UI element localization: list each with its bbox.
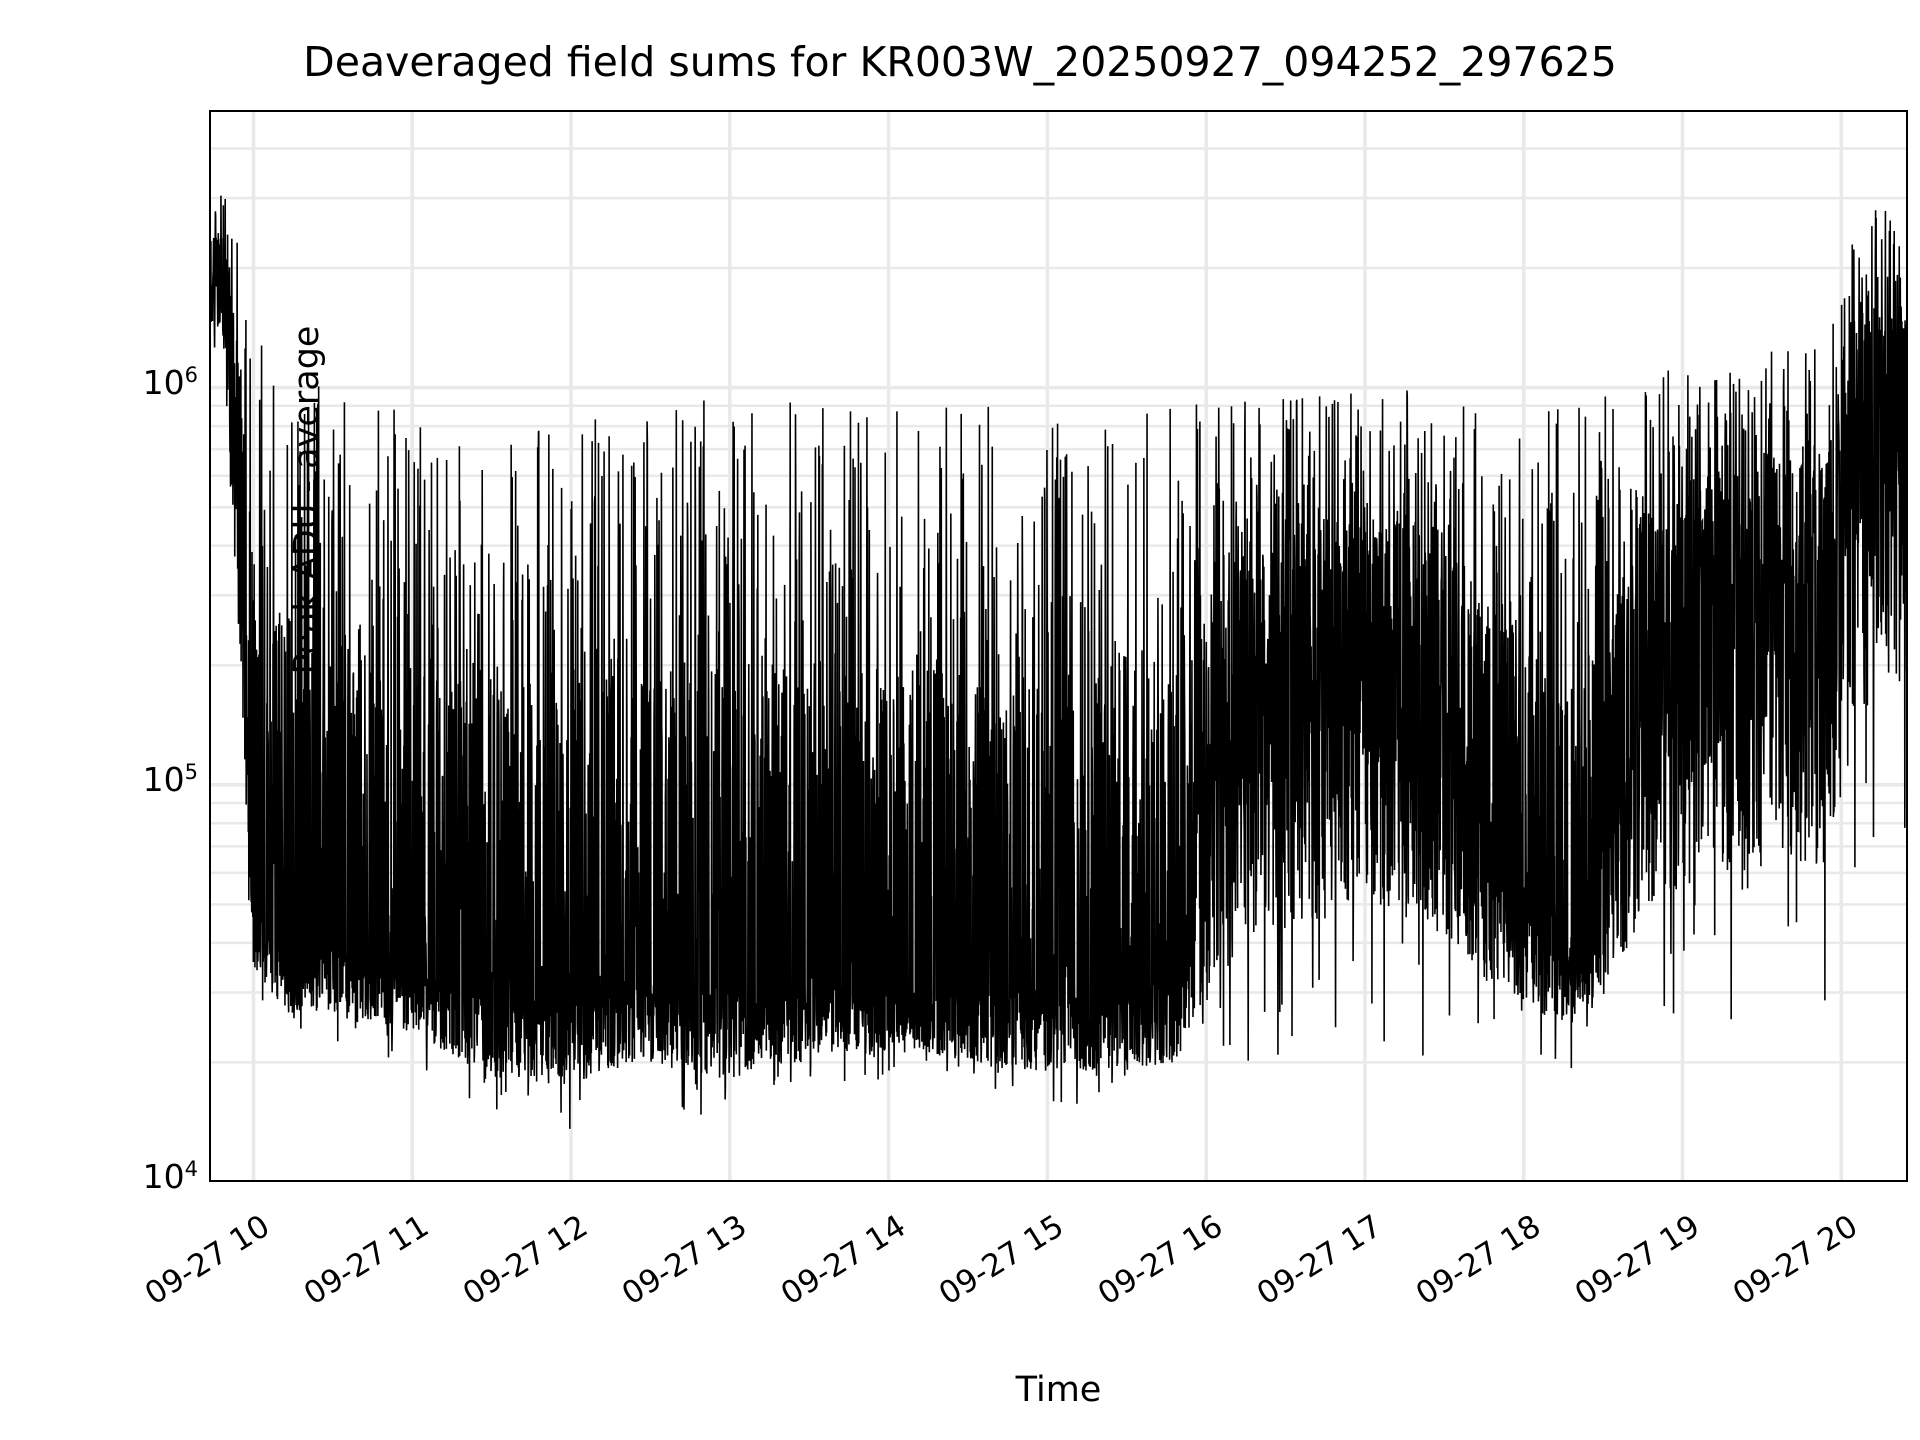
data-series-line — [209, 195, 1908, 1129]
series-path — [209, 195, 1908, 1129]
x-axis-label: Time — [1015, 1370, 1102, 1410]
y-tick-label: 105 — [142, 759, 198, 799]
plot-area: Peak ADU - average — [209, 110, 1908, 1182]
y-tick-label: 104 — [142, 1157, 198, 1196]
chart-svg — [209, 110, 1908, 1182]
y-tick-label: 106 — [142, 362, 198, 402]
axes-frame — [209, 110, 1908, 1182]
y-axis-label: Peak ADU - average — [287, 325, 327, 675]
page-title: Deaveraged field sums for KR003W_2025092… — [303, 38, 1617, 86]
